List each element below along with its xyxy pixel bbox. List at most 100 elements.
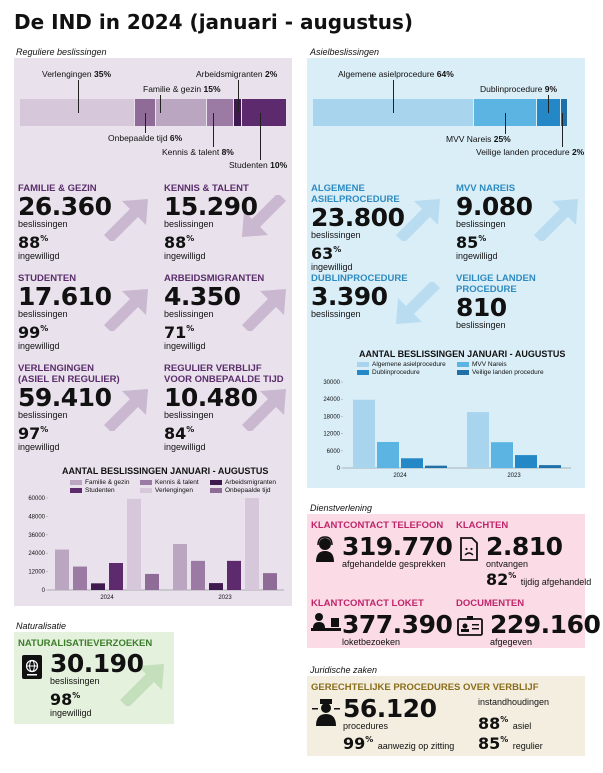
chart-bar: [491, 442, 513, 468]
kpi-pct: 99: [343, 734, 366, 753]
kpi-pct: 85: [456, 233, 479, 252]
seg-label-studenten: Studenten 10%: [229, 160, 288, 170]
pct-sign: %: [500, 735, 509, 744]
kpi-pct: 71: [164, 323, 187, 342]
kpi-number: 319.770: [342, 532, 453, 561]
juridisch-regulier: 85% regulier: [478, 732, 543, 754]
naturalisatie-category: NATURALISATIEVERZOEKEN: [18, 638, 153, 649]
chart-bar: [401, 458, 423, 468]
kpi-pct: 84: [164, 424, 187, 443]
dienst-klachten-category: KLACHTEN: [456, 520, 509, 531]
y-tick-label: 12000: [323, 432, 340, 438]
arrow-up-right-icon: [534, 199, 578, 241]
legend-label: Veilige landen procedure: [472, 369, 544, 376]
kpi-pct: 88: [164, 233, 187, 252]
chart-bar: [209, 583, 223, 590]
chart-bar: [377, 441, 399, 468]
kpi-pct: 63: [311, 244, 334, 263]
kpi-pct: 98: [50, 690, 73, 709]
kpi-category: ALGEMENE ASIELPROCEDURE: [311, 183, 400, 205]
y-tick-label: 48000: [28, 514, 45, 520]
arrow-up-right-icon: [104, 289, 148, 331]
kpi-kennis-talent: KENNIS & TALENT 15.290 beslissingen 88% …: [164, 183, 290, 261]
kpi-pct: 82: [486, 570, 509, 589]
kpi-pct: 88: [18, 233, 41, 252]
y-tick-label: 60000: [28, 496, 45, 502]
kpi-number: 17.610: [18, 282, 112, 311]
kpi-pct-label: ingewilligd: [164, 251, 206, 261]
kpi-unit: beslissingen: [311, 309, 361, 319]
juridisch-kpi: 56.120 procedures: [343, 696, 437, 731]
seg-label-algemene: Algemene asielprocedure 64%: [338, 69, 454, 79]
chart-legend: Algemene asielprocedure MVV Nareis Dublinp…: [357, 361, 557, 376]
dienst-loket-kpi: 377.390 loketbezoeken: [342, 612, 453, 647]
kpi-algemene-asielprocedure: ALGEMENE ASIELPROCEDURE 23.800 beslissin…: [311, 183, 451, 272]
naturalisatie-section-label: Naturalisatie: [16, 621, 67, 631]
dienst-klachten-pct: 82% tijdig afgehandeld: [486, 568, 591, 590]
legend-item: Studenten: [70, 487, 140, 494]
kpi-category: DUBLINPROCEDURE: [311, 273, 408, 284]
y-tick-label: 0: [337, 466, 341, 472]
legend-label: Onbepaalde tijd: [225, 487, 271, 494]
bar-segment-kennis-talent: [207, 99, 233, 126]
chart-bar: [191, 560, 205, 590]
kpi-number: 15.290: [164, 192, 258, 221]
chart-bar: [263, 573, 277, 590]
kpi-unit: ontvangen: [486, 559, 529, 569]
kpi-arbeidsmigranten: ARBEIDSMIGRANTEN 4.350 beslissingen 71% …: [164, 273, 290, 351]
kpi-number: 4.350: [164, 282, 241, 311]
x-tick-label: 2023: [218, 595, 232, 601]
chart-title: AANTAL BESLISSINGEN JANUARI - AUGUSTUS: [359, 349, 566, 359]
kpi-unit: procedures: [343, 721, 389, 731]
seg-label-veilige: Veilige landen procedure 2%: [476, 147, 585, 157]
legend-swatch: [457, 370, 469, 375]
kpi-unit: afgegeven: [490, 637, 533, 647]
pct-sign: %: [72, 691, 81, 700]
pct-sign: %: [186, 324, 195, 333]
kpi-pct-label: ingewilligd: [18, 341, 60, 351]
legend-item: MVV Nareis: [457, 361, 557, 368]
arrow-up-right-icon: [242, 389, 286, 431]
chart-bar: [227, 560, 241, 590]
seg-label-verlengingen: Verlengingen 35%: [42, 69, 112, 79]
legend-swatch: [357, 362, 369, 367]
kpi-dublinprocedure: DUBLINPROCEDURE 3.390 beslissingen: [311, 273, 451, 319]
kpi-pct-label: ingewilligd: [164, 341, 206, 351]
y-tick-label: 0: [42, 588, 46, 594]
asiel-section-label: Asielbeslissingen: [310, 47, 380, 57]
chart-bar: [109, 562, 123, 590]
juridisch-category: GERECHTELIJKE PROCEDURES OVER VERBLIJF: [311, 682, 539, 693]
kpi-number: 229.160: [490, 610, 601, 639]
kpi-number: 810: [456, 293, 507, 322]
judge-icon: [312, 699, 340, 726]
legend-swatch: [357, 370, 369, 375]
y-tick-label: 18000: [323, 414, 340, 420]
dienst-klachten-kpi: 2.810 ontvangen: [486, 534, 563, 569]
y-tick-label: 24000: [323, 397, 340, 403]
kpi-pct: 99: [18, 323, 41, 342]
chart-bar: [55, 549, 69, 590]
pct-sign: %: [40, 324, 49, 333]
kpi-mvv-nareis: MVV NAREIS 9.080 beslissingen 85% ingewi…: [456, 183, 582, 261]
arrow-up-right-icon: [242, 289, 286, 331]
pct-sign: %: [40, 234, 49, 243]
kpi-unit: beslissingen: [50, 676, 100, 686]
legend-swatch: [70, 480, 82, 485]
legend-item: Arbeidsmigranten: [210, 479, 280, 486]
kpi-pct: 97: [18, 424, 41, 443]
chart-bar: [91, 583, 105, 590]
dienst-documenten-category: DOCUMENTEN: [456, 598, 525, 609]
kpi-number: 2.810: [486, 532, 563, 561]
pct-sign: %: [186, 425, 195, 434]
dienst-telefoon-category: KLANTCONTACT TELEFOON: [311, 520, 444, 531]
chart-bar: [425, 465, 447, 468]
bar-segment-verlengingen: [20, 99, 134, 126]
pct-sign: %: [40, 425, 49, 434]
legend-swatch: [210, 488, 222, 493]
kpi-onbepaalde-tijd: REGULIER VERBLIJF VOOR ONBEPAALDE TIJD 1…: [164, 363, 290, 452]
legend-label: Familie & gezin: [85, 479, 130, 486]
kpi-number: 10.480: [164, 383, 258, 412]
y-tick-label: 30000: [323, 380, 340, 386]
legend-item: Veilige landen procedure: [457, 369, 557, 376]
pct-sign: %: [186, 234, 195, 243]
